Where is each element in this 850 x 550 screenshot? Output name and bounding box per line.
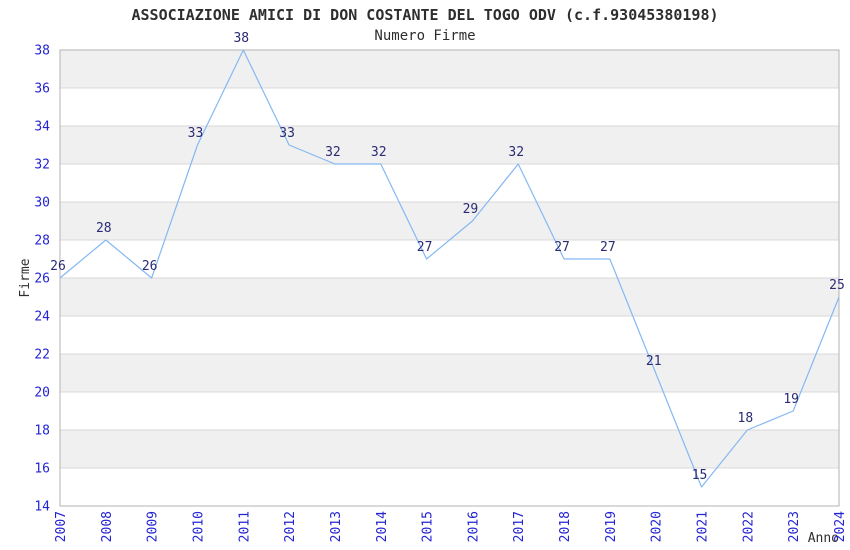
data-point-label: 27 [600, 240, 616, 255]
y-axis-title: Firme [18, 258, 33, 297]
x-tick-label: 2020 [650, 511, 665, 542]
data-point-label: 18 [738, 411, 754, 426]
x-tick-label: 2019 [604, 511, 619, 542]
plot-band [60, 202, 839, 240]
data-point-label: 33 [188, 126, 204, 141]
data-point-label: 25 [829, 278, 845, 293]
x-tick-label: 2007 [54, 511, 69, 542]
data-point-label: 15 [692, 468, 708, 483]
data-point-label: 32 [508, 145, 524, 160]
x-tick-label: 2023 [787, 511, 802, 542]
y-tick-label: 34 [34, 120, 50, 135]
x-tick-label: 2024 [833, 511, 848, 542]
data-point-label: 32 [325, 145, 341, 160]
x-tick-label: 2021 [696, 511, 711, 542]
x-tick-label: 2015 [421, 511, 436, 542]
data-point-label: 21 [646, 354, 662, 369]
y-tick-label: 16 [34, 462, 50, 477]
plot-band [60, 354, 839, 392]
y-tick-label: 32 [34, 158, 50, 173]
data-point-label: 26 [142, 259, 158, 274]
y-tick-label: 36 [34, 82, 50, 97]
x-tick-label: 2016 [466, 511, 481, 542]
y-tick-label: 30 [34, 196, 50, 211]
data-line [59, 49, 840, 488]
y-tick-label: 18 [34, 424, 50, 439]
x-tick-label: 2017 [512, 511, 527, 542]
x-tick-label: 2022 [741, 511, 756, 542]
x-tick-label: 2013 [329, 511, 344, 542]
data-point-label: 28 [96, 221, 112, 236]
chart-title: ASSOCIAZIONE AMICI DI DON COSTANTE DEL T… [131, 6, 719, 24]
data-point-label: 26 [50, 259, 66, 274]
y-tick-label: 14 [34, 500, 50, 515]
data-point-label: 38 [233, 31, 249, 46]
x-tick-label: 2008 [100, 511, 115, 542]
x-tick-label: 2018 [558, 511, 573, 542]
x-tick-label: 2012 [283, 511, 298, 542]
x-tick-label: 2010 [191, 511, 206, 542]
y-tick-label: 28 [34, 234, 50, 249]
y-tick-label: 22 [34, 348, 50, 363]
data-point-label: 19 [783, 392, 799, 407]
data-point-label: 27 [554, 240, 570, 255]
data-point-label: 27 [417, 240, 433, 255]
x-tick-label: 2011 [237, 511, 252, 542]
data-point-label: 32 [371, 145, 387, 160]
x-tick-label: 2014 [375, 511, 390, 542]
x-axis-title: Anno [808, 531, 839, 546]
x-tick-label: 2009 [146, 511, 161, 542]
data-point-label: 33 [279, 126, 295, 141]
data-point-label: 29 [463, 202, 479, 217]
plot-band [60, 430, 839, 468]
y-tick-label: 20 [34, 386, 50, 401]
y-tick-label: 26 [34, 272, 50, 287]
chart-subtitle: Numero Firme [374, 28, 476, 44]
y-tick-label: 24 [34, 310, 50, 325]
plot-band [60, 126, 839, 164]
plot-band [60, 278, 839, 316]
y-tick-label: 38 [34, 44, 50, 59]
plot-band [60, 50, 839, 88]
